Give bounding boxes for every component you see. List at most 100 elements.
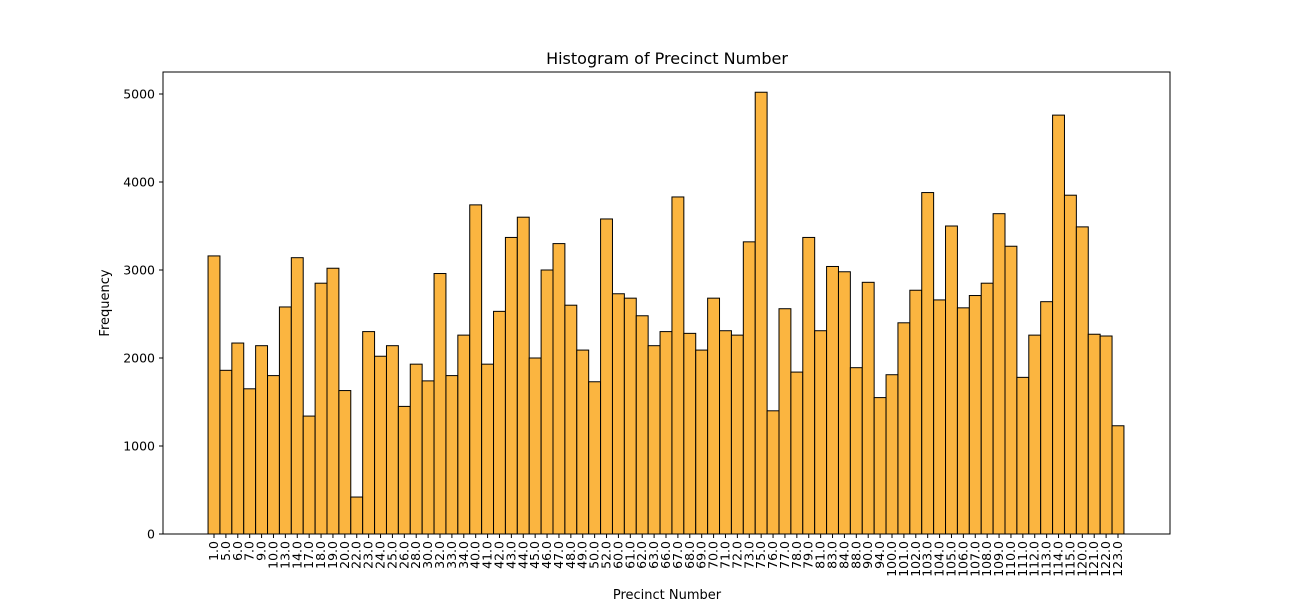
bar-52.0 xyxy=(600,218,613,535)
bar-23.0 xyxy=(362,331,376,535)
x-tick-label: 94.0 xyxy=(872,541,887,569)
x-tick-label: 112.0 xyxy=(1027,541,1042,577)
bar-66.0 xyxy=(659,331,673,535)
bar-88.0 xyxy=(849,367,863,535)
x-tick-label: 72.0 xyxy=(729,541,744,569)
x-tick-label: 84.0 xyxy=(836,541,851,569)
bar-90.0 xyxy=(861,281,875,535)
x-tick-label: 47.0 xyxy=(551,541,566,569)
x-tick-label: 42.0 xyxy=(491,541,506,569)
x-tick-label: 23.0 xyxy=(361,541,376,569)
bar-41.0 xyxy=(481,363,495,535)
bar-45.0 xyxy=(528,357,542,535)
bar-109.0 xyxy=(992,213,1006,535)
bar-49.0 xyxy=(576,349,590,535)
bar-14.0 xyxy=(290,257,304,535)
bar-30.0 xyxy=(421,380,435,535)
bars-group xyxy=(207,91,1125,535)
x-axis: 1.05.06.07.09.010.013.014.017.018.019.02… xyxy=(206,534,1125,577)
x-tick-label: 63.0 xyxy=(646,541,661,569)
bar-102.0 xyxy=(909,289,923,535)
bar-105.0 xyxy=(945,225,958,535)
bar-20.0 xyxy=(338,390,352,535)
x-tick-label: 7.0 xyxy=(242,541,257,561)
x-tick-label: 22.0 xyxy=(349,541,364,569)
x-tick-label: 43.0 xyxy=(503,541,518,569)
x-tick-label: 75.0 xyxy=(753,541,768,569)
x-tick-label: 13.0 xyxy=(277,541,292,569)
bar-67.0 xyxy=(671,196,685,535)
x-tick-label: 49.0 xyxy=(575,541,590,569)
bar-112.0 xyxy=(1028,334,1042,535)
bar-108.0 xyxy=(980,282,994,535)
x-tick-label: 107.0 xyxy=(967,541,982,577)
bar-28.0 xyxy=(409,363,423,535)
x-tick-label: 46.0 xyxy=(539,541,554,569)
bar-43.0 xyxy=(504,236,518,535)
x-tick-label: 5.0 xyxy=(218,541,233,561)
bar-48.0 xyxy=(564,304,578,535)
bar-63.0 xyxy=(647,345,661,535)
x-tick-label: 33.0 xyxy=(444,541,459,569)
x-axis-label: Precinct Number xyxy=(613,588,722,600)
bar-107.0 xyxy=(968,295,982,535)
y-tick-label: 5000 xyxy=(123,87,155,102)
x-tick-label: 109.0 xyxy=(991,541,1006,577)
bar-69.0 xyxy=(695,349,709,535)
x-tick-label: 121.0 xyxy=(1086,541,1101,577)
x-tick-label: 67.0 xyxy=(670,541,685,569)
bar-6.0 xyxy=(231,342,245,535)
bar-111.0 xyxy=(1016,376,1030,535)
x-tick-label: 19.0 xyxy=(325,541,340,569)
x-tick-label: 48.0 xyxy=(563,541,578,569)
x-tick-label: 114.0 xyxy=(1051,541,1066,577)
bar-83.0 xyxy=(826,265,839,535)
x-tick-label: 71.0 xyxy=(717,541,732,569)
bar-78.0 xyxy=(790,371,804,535)
x-tick-label: 105.0 xyxy=(943,541,958,577)
x-tick-label: 52.0 xyxy=(599,541,614,569)
x-tick-label: 24.0 xyxy=(373,541,388,569)
x-tick-label: 115.0 xyxy=(1062,541,1077,577)
x-tick-label: 10.0 xyxy=(265,541,280,569)
bar-44.0 xyxy=(516,216,530,535)
bar-114.0 xyxy=(1052,114,1065,535)
x-tick-label: 28.0 xyxy=(408,541,423,569)
x-tick-label: 32.0 xyxy=(432,541,447,569)
bar-122.0 xyxy=(1099,335,1113,535)
x-tick-label: 68.0 xyxy=(682,541,697,569)
bar-72.0 xyxy=(730,334,744,535)
x-tick-label: 41.0 xyxy=(480,541,495,569)
bar-121.0 xyxy=(1087,333,1101,535)
x-tick-label: 111.0 xyxy=(1015,541,1030,577)
bar-115.0 xyxy=(1063,194,1077,535)
x-tick-label: 45.0 xyxy=(527,541,542,569)
bar-5.0 xyxy=(219,369,233,535)
bar-120.0 xyxy=(1075,226,1089,535)
bar-40.0 xyxy=(469,204,483,535)
x-tick-label: 123.0 xyxy=(1110,541,1125,577)
x-tick-label: 88.0 xyxy=(848,541,863,569)
bar-22.0 xyxy=(350,496,364,535)
bar-70.0 xyxy=(707,297,721,535)
bar-18.0 xyxy=(314,282,328,535)
bar-76.0 xyxy=(766,410,780,535)
x-tick-label: 100.0 xyxy=(884,541,899,577)
bar-123.0 xyxy=(1111,425,1125,535)
bar-84.0 xyxy=(837,271,851,535)
bar-100.0 xyxy=(885,374,899,535)
y-tick-label: 0 xyxy=(147,527,155,542)
x-tick-label: 113.0 xyxy=(1039,541,1054,577)
bar-110.0 xyxy=(1004,245,1018,535)
x-tick-label: 83.0 xyxy=(825,541,840,569)
x-tick-label: 66.0 xyxy=(658,541,673,569)
x-tick-label: 78.0 xyxy=(789,541,804,569)
x-tick-label: 106.0 xyxy=(955,541,970,577)
x-tick-label: 1.0 xyxy=(206,541,221,561)
x-tick-label: 73.0 xyxy=(741,541,756,569)
bar-17.0 xyxy=(302,415,316,535)
bar-19.0 xyxy=(326,267,340,535)
x-tick-label: 20.0 xyxy=(337,541,352,569)
y-tick-label: 1000 xyxy=(123,439,155,454)
bar-33.0 xyxy=(445,375,459,535)
